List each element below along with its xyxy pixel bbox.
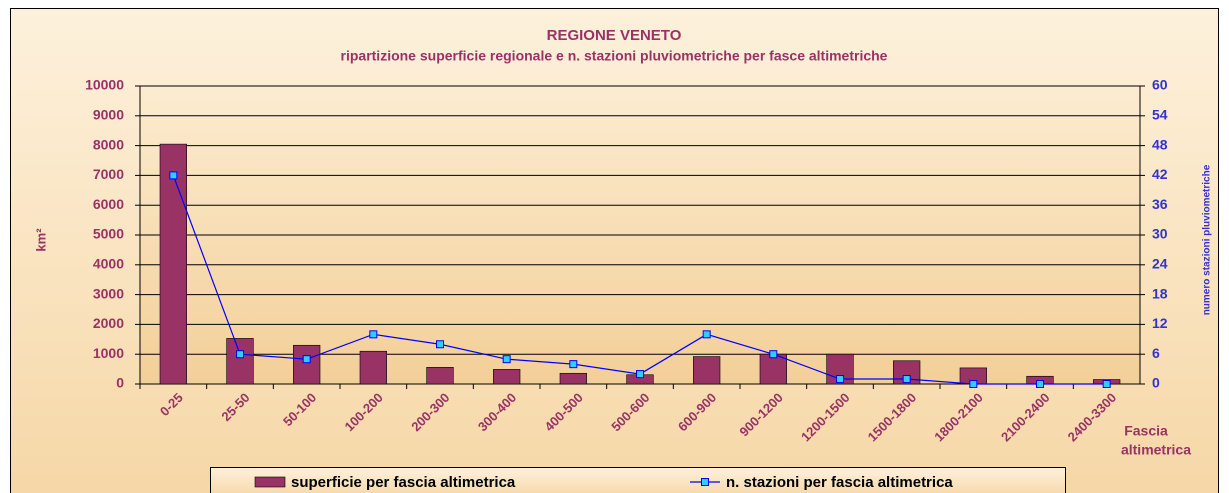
y2-tick-label: 42 [1152, 166, 1168, 182]
y-tick-label: 8000 [93, 136, 124, 152]
y2-tick-label: 18 [1152, 285, 1168, 301]
legend-label: n. stazioni per fascia altimetrica [726, 474, 953, 491]
y2-axis-label: numero stazioni pluviometriche [1202, 164, 1213, 315]
line-marker [569, 360, 578, 369]
line-marker [1102, 380, 1111, 388]
y2-tick-label: 12 [1152, 315, 1168, 331]
y2-tick-label: 0 [1152, 375, 1160, 391]
line-marker [1036, 380, 1044, 388]
y2-tick-label: 24 [1152, 256, 1168, 272]
y-tick-label: 10000 [85, 77, 124, 93]
y2-tick-label: 60 [1152, 77, 1168, 93]
y-tick-label: 6000 [93, 196, 124, 212]
line-marker [836, 375, 844, 384]
x-axis-label: Fascia [1124, 423, 1168, 439]
bar [759, 353, 787, 385]
chart-title: REGIONE VENETO [547, 27, 682, 44]
line-marker [502, 355, 511, 364]
y-tick-label: 7000 [93, 166, 124, 182]
y-tick-label: 9000 [93, 107, 124, 123]
line-marker [702, 330, 711, 339]
y2-tick-label: 54 [1152, 107, 1168, 123]
legend-swatch [701, 478, 709, 486]
line-marker [236, 350, 244, 359]
y-tick-label: 5000 [93, 226, 124, 242]
y2-tick-label: 6 [1152, 345, 1160, 361]
bar [293, 344, 321, 385]
y-tick-label: 3000 [93, 285, 124, 301]
y2-tick-label: 36 [1152, 196, 1168, 212]
line-marker [902, 375, 911, 384]
y-tick-label: 1000 [93, 345, 124, 361]
bar [559, 372, 587, 385]
line-marker [769, 350, 778, 359]
legend-label: superficie per fascia altimetrica [291, 474, 516, 491]
bar [893, 360, 921, 385]
bar [426, 367, 454, 385]
line-marker [169, 171, 178, 180]
bar [493, 369, 521, 385]
chart-subtitle: ripartizione superficie regionale e n. s… [341, 48, 888, 64]
line-marker [636, 370, 644, 379]
y-tick-label: 2000 [93, 315, 124, 331]
bar [159, 143, 187, 385]
y-axis-label: km² [33, 228, 48, 252]
line-marker [302, 355, 311, 364]
y-tick-label: 0 [116, 375, 124, 391]
bar [359, 350, 387, 385]
x-axis-label: altimetrica [1121, 442, 1191, 458]
line-marker [969, 380, 978, 388]
bar [226, 338, 254, 385]
y2-tick-label: 48 [1152, 136, 1168, 152]
bar [693, 356, 721, 385]
line-marker [436, 340, 444, 349]
legend-swatch [254, 476, 286, 488]
line-marker [369, 330, 378, 339]
y-tick-label: 4000 [93, 256, 124, 272]
y2-tick-label: 30 [1152, 226, 1168, 242]
legend [210, 467, 1066, 493]
